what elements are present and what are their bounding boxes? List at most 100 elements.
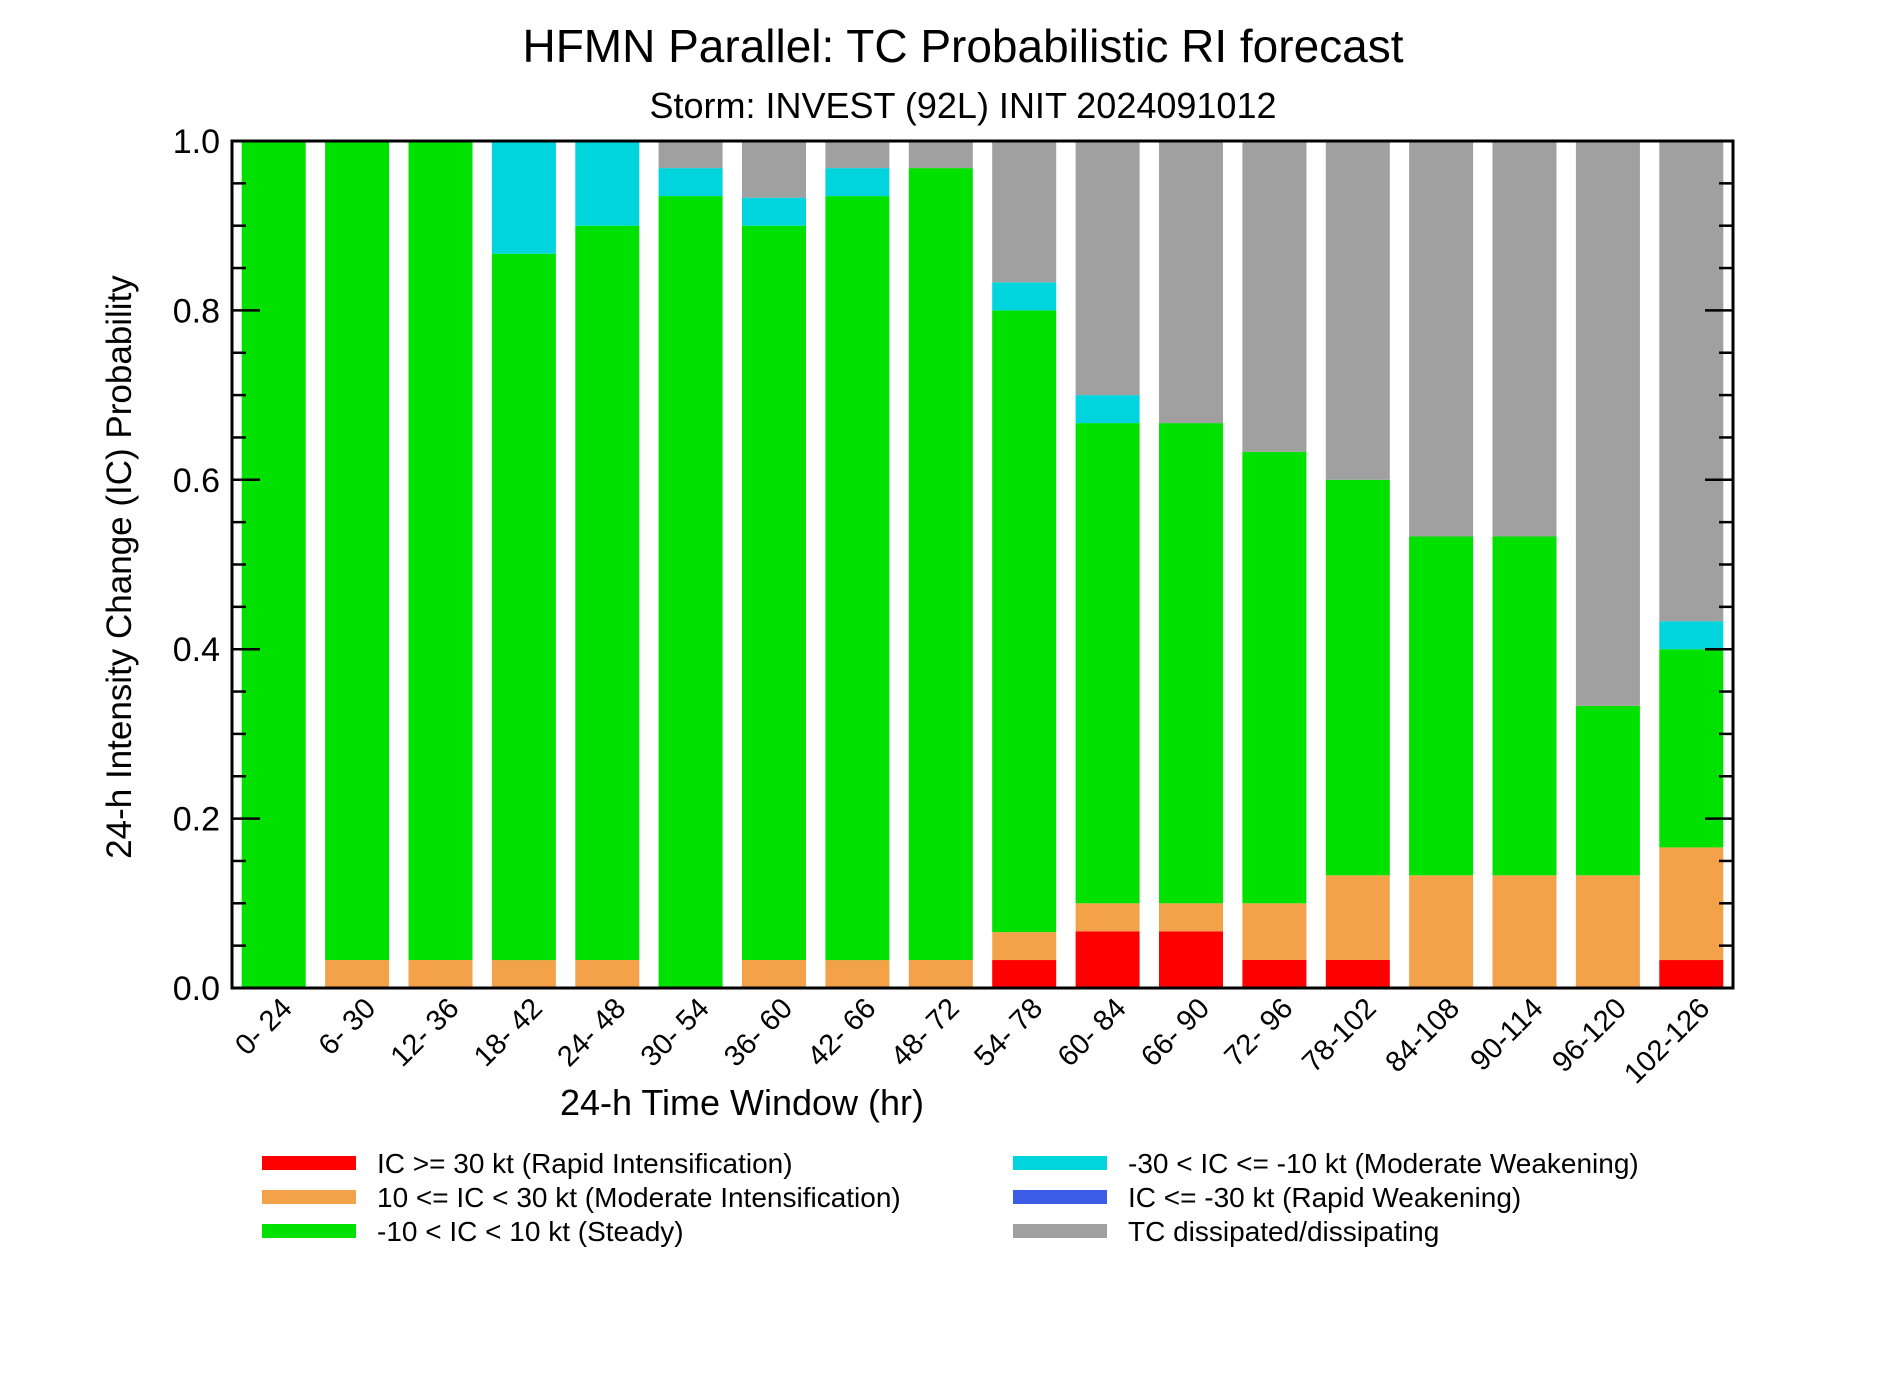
bar-segment-2	[575, 960, 640, 988]
bar-segment-2	[908, 960, 973, 988]
bar-segment-3	[658, 196, 723, 989]
bar-segment-3	[1409, 536, 1474, 876]
x-tick-label: 48- 72	[885, 992, 966, 1073]
bar-segment-6	[1409, 141, 1474, 537]
x-tick-label: 54- 78	[968, 992, 1049, 1073]
bar-segment-3	[1492, 536, 1557, 876]
bar-segment-2	[1075, 903, 1140, 932]
bar-segment-3	[491, 253, 556, 961]
legend-label: -10 < IC < 10 kt (Steady)	[377, 1216, 684, 1247]
bar-segment-2	[1659, 847, 1724, 961]
bar-segment-1	[1075, 931, 1140, 988]
x-tick-label: 72- 96	[1219, 992, 1300, 1073]
y-tick-label: 1.0	[173, 123, 220, 161]
bar-segment-2	[1575, 875, 1640, 988]
x-tick-label: 18- 42	[468, 992, 549, 1073]
x-tick-label: 42- 66	[802, 992, 883, 1073]
x-tick-label: 90-114	[1464, 992, 1549, 1077]
bar-segment-2	[1492, 875, 1557, 988]
bar-segment-3	[1659, 649, 1724, 848]
bar-segment-6	[1492, 141, 1557, 537]
bar-segment-4	[742, 197, 806, 226]
bar-segment-2	[1325, 875, 1390, 960]
bar-segment-6	[992, 141, 1057, 283]
bar-segment-4	[575, 141, 640, 226]
bar-segment-1	[1242, 960, 1307, 988]
legend-swatch	[262, 1156, 356, 1170]
bar-segment-6	[825, 141, 890, 169]
legend-swatch	[1013, 1224, 1107, 1238]
bar-segment-3	[575, 225, 640, 960]
legend-swatch	[1013, 1190, 1107, 1204]
x-tick-label: 66- 90	[1135, 992, 1216, 1073]
axes	[230, 139, 1735, 990]
bar-segment-2	[992, 932, 1057, 961]
y-tick-label: 0.6	[173, 462, 220, 500]
x-tick-label: 84-108	[1380, 992, 1466, 1078]
legend-label: IC >= 30 kt (Rapid Intensification)	[377, 1148, 793, 1179]
bar-segment-2	[408, 960, 473, 988]
bar-segment-3	[325, 141, 390, 960]
x-tick-label: 6- 30	[313, 992, 382, 1061]
bar-segment-2	[325, 960, 390, 988]
bar-segment-4	[1075, 395, 1140, 424]
bar-segment-2	[742, 960, 806, 988]
bar-segment-3	[908, 168, 973, 961]
bar-segment-6	[658, 141, 723, 169]
bar-segment-4	[491, 141, 556, 254]
chart-subtitle: Storm: INVEST (92L) INIT 2024091012	[650, 85, 1277, 126]
bar-segment-1	[1659, 960, 1724, 988]
bar-segment-6	[1242, 141, 1307, 452]
bar-segment-4	[1659, 621, 1724, 650]
bar-segment-3	[1575, 705, 1640, 876]
bar-segment-3	[1075, 423, 1140, 904]
y-tick-label: 0.0	[173, 970, 220, 1008]
bar-segment-3	[408, 141, 473, 960]
x-tick-label: 36- 60	[718, 992, 799, 1073]
bar-segment-6	[908, 141, 973, 169]
x-tick-label: 102-126	[1618, 992, 1716, 1090]
x-tick-label: 12- 36	[385, 992, 466, 1073]
legend-label: IC <= -30 kt (Rapid Weakening)	[1128, 1182, 1521, 1213]
y-tick-labels: 0.0 0.2 0.4 0.6 0.8 1.0	[173, 123, 220, 1008]
x-tick-label: 78-102	[1296, 992, 1382, 1078]
bar-segment-4	[658, 168, 723, 197]
bar-layer	[241, 141, 1724, 989]
bar-segment-3	[992, 310, 1057, 933]
bar-segment-6	[1159, 141, 1223, 424]
y-tick-label: 0.8	[173, 292, 220, 330]
legend-label: TC dissipated/dissipating	[1128, 1216, 1439, 1247]
x-tick-label: 30- 54	[635, 992, 716, 1073]
y-tick-label: 0.4	[173, 631, 220, 669]
bar-segment-3	[742, 225, 806, 960]
bar-segment-2	[1159, 903, 1223, 932]
legend-swatch	[1013, 1156, 1107, 1170]
y-tick-label: 0.2	[173, 801, 220, 839]
legend-label: -30 < IC <= -10 kt (Moderate Weakening)	[1128, 1148, 1639, 1179]
bar-segment-2	[825, 960, 890, 988]
bar-segment-3	[1242, 451, 1307, 904]
bar-segment-2	[491, 960, 556, 988]
bar-segment-1	[1159, 931, 1223, 988]
bar-segment-6	[1659, 141, 1724, 622]
bar-segment-1	[992, 960, 1057, 988]
bar-segment-2	[1242, 903, 1307, 960]
bar-segment-3	[1325, 479, 1390, 876]
bar-segment-1	[1325, 960, 1390, 988]
bar-segment-3	[1159, 423, 1223, 904]
bar-segment-6	[742, 141, 806, 198]
bar-segment-6	[1075, 141, 1140, 396]
x-tick-label: 24- 48	[551, 992, 632, 1073]
bar-segment-3	[241, 141, 306, 988]
x-tick-label: 0- 24	[229, 992, 298, 1061]
x-tick-label: 60- 84	[1052, 992, 1133, 1073]
bar-segment-4	[825, 168, 890, 197]
chart-title: HFMN Parallel: TC Probabilistic RI forec…	[522, 20, 1403, 72]
bar-segment-2	[1409, 875, 1474, 988]
bar-segment-6	[1325, 141, 1390, 480]
legend: IC >= 30 kt (Rapid Intensification)10 <=…	[262, 1148, 1639, 1247]
legend-swatch	[262, 1190, 356, 1204]
bar-segment-6	[1575, 141, 1640, 706]
legend-label: 10 <= IC < 30 kt (Moderate Intensificati…	[377, 1182, 901, 1213]
